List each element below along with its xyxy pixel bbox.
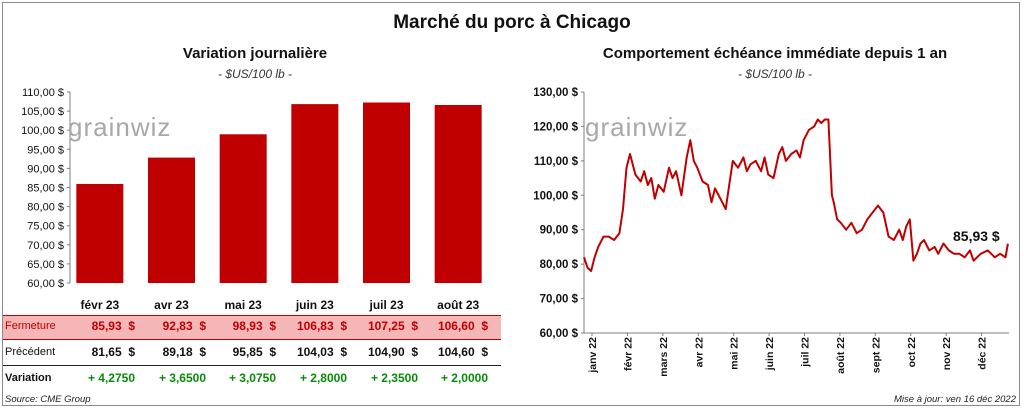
table-cell: 106,60 $: [437, 319, 488, 333]
right-y-tick-label: 100,00 $: [533, 190, 578, 202]
table-cell: 92,83 $: [162, 319, 206, 333]
left-y-tick-label: 60,00 $: [27, 278, 64, 290]
right-y-tick-label: 110,00 $: [534, 156, 579, 168]
bar: [363, 102, 410, 283]
right-x-tick-label: déc 22: [977, 337, 989, 370]
table-cell: 107,25 $: [367, 319, 418, 333]
chart-frame: [2, 2, 1020, 406]
right-line-chart: 60,00 $ 70,00 $ 80,00 $ 90,00 $ 100,00 $ 110,…: [533, 87, 1009, 377]
left-y-tick-label: 110,00 $: [22, 87, 64, 99]
update-note: Mise à jour: ven 16 déc 2022: [894, 394, 1016, 405]
table-cell: 85,93 $: [91, 319, 135, 333]
left-x-tick-label: juil 23: [368, 298, 403, 312]
bar: [291, 104, 339, 283]
right-chart-unit: - $US/100 lb -: [737, 67, 813, 81]
left-y-tick-label: 95,00 $: [27, 144, 64, 156]
right-x-tick-label: juil 22: [800, 337, 812, 368]
right-x-tick-label: nov 22: [941, 337, 953, 370]
price-line: [583, 118, 1009, 272]
table-cell: 104,03 $: [296, 345, 347, 359]
right-x-tick-label: janv 22: [587, 337, 599, 374]
table-bottom-border: [3, 365, 501, 366]
left-y-tick-label: 70,00 $: [27, 240, 64, 252]
table-cell: 98,93 $: [232, 319, 276, 333]
left-x-tick-label: févr 23: [80, 298, 119, 312]
left-y-tick-label: 105,00 $: [21, 106, 64, 118]
right-y-tick-label: 80,00 $: [540, 259, 579, 271]
left-y-tick-label: 80,00 $: [27, 202, 64, 214]
right-x-tick-label: févr 22: [622, 337, 634, 371]
left-x-tick-label: août 23: [437, 298, 479, 312]
left-chart-title: Variation journalière: [182, 45, 328, 62]
table-cell: 95,85 $: [232, 345, 276, 359]
right-chart-title: Comportement échéance immédiate depuis 1…: [602, 45, 948, 62]
bar: [219, 134, 267, 283]
left-x-tick-label: avr 23: [154, 298, 189, 312]
right-y-tick-label: 120,00 $: [533, 121, 578, 133]
table-top-border: [3, 315, 501, 316]
left-chart-unit: - $US/100 lb -: [217, 67, 293, 81]
table-cell: + 2,3500: [370, 371, 418, 385]
right-y-tick-label: 130,00 $: [533, 87, 578, 99]
table-row-label: Variation: [5, 372, 52, 384]
table-cell: 81,65 $: [91, 345, 135, 359]
table-cell: 104,60 $: [437, 345, 488, 359]
bar: [148, 157, 195, 283]
left-y-tick-label: 90,00 $: [27, 163, 64, 175]
table-cell: 104,90 $: [367, 345, 418, 359]
table-row-label: Précédent: [5, 346, 56, 358]
right-x-tick-label: avr 22: [693, 337, 705, 368]
table-cell: 89,18 $: [162, 345, 206, 359]
table-row-label: Fermeture: [5, 320, 56, 332]
right-watermark-logo: grainwiz: [585, 112, 689, 142]
table-cell: + 4,2750: [87, 371, 135, 385]
left-x-tick-label: mai 23: [224, 298, 262, 312]
table-mid-border: [3, 339, 501, 340]
table-cell: + 2,0000: [440, 371, 488, 385]
left-y-tick-label: 100,00 $: [21, 125, 64, 137]
main-title: Marché du porc à Chicago: [393, 12, 631, 33]
right-y-tick-label: 70,00 $: [540, 294, 579, 306]
bar: [76, 183, 124, 283]
left-y-tick-label: 65,00 $: [27, 259, 64, 271]
right-x-tick-label: mai 22: [729, 337, 741, 370]
table-cell: + 2,8000: [299, 371, 347, 385]
last-value-label: 85,93 $: [953, 228, 1000, 244]
right-y-tick-label: 60,00 $: [540, 328, 579, 340]
table-cell: 106,83 $: [296, 319, 347, 333]
source-note: Source: CME Group: [5, 394, 91, 405]
table-cell: + 3,6500: [158, 371, 206, 385]
bar: [434, 104, 482, 283]
left-watermark-logo: grainwiz: [68, 112, 172, 142]
right-x-tick-label: sept 22: [870, 337, 882, 373]
left-y-tick-label: 75,00 $: [27, 221, 64, 233]
right-x-tick-label: juin 22: [764, 337, 776, 371]
left-x-tick-label: juin 23: [295, 298, 334, 312]
left-y-tick-label: 85,00 $: [27, 183, 64, 195]
right-x-tick-label: août 22: [835, 337, 847, 374]
left-bar-chart: 60,00 $ 65,00 $ 70,00 $ 75,00 $ 80,00 $ 85,00…: [21, 87, 482, 312]
table-cell: + 3,0750: [228, 371, 276, 385]
table-highlight-row: [3, 315, 501, 339]
right-y-tick-label: 90,00 $: [540, 225, 579, 237]
right-x-tick-label: mars 22: [658, 337, 670, 377]
right-x-tick-label: oct 22: [906, 337, 918, 368]
